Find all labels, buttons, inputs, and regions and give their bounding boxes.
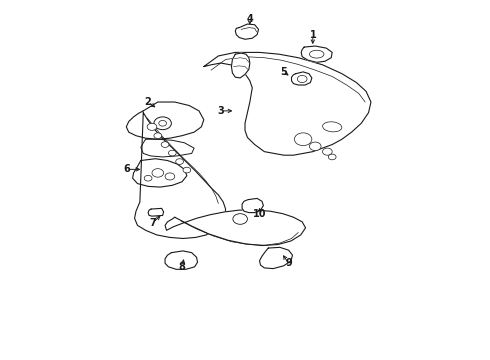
Text: 8: 8: [178, 262, 185, 272]
Polygon shape: [292, 72, 312, 85]
Text: 3: 3: [218, 106, 224, 116]
Text: 7: 7: [149, 217, 156, 228]
Polygon shape: [165, 251, 197, 269]
Ellipse shape: [309, 50, 324, 58]
Circle shape: [183, 167, 191, 173]
Polygon shape: [242, 198, 264, 213]
Circle shape: [233, 214, 247, 224]
Text: 1: 1: [310, 30, 316, 40]
Polygon shape: [165, 210, 306, 246]
Polygon shape: [135, 113, 225, 238]
Circle shape: [169, 150, 176, 156]
Circle shape: [154, 117, 172, 130]
Circle shape: [144, 175, 152, 181]
Text: 9: 9: [285, 258, 292, 268]
Circle shape: [309, 142, 321, 150]
Circle shape: [154, 133, 162, 139]
Polygon shape: [141, 139, 194, 157]
Polygon shape: [231, 53, 250, 78]
Text: 5: 5: [280, 67, 287, 77]
Circle shape: [176, 159, 183, 165]
Ellipse shape: [322, 122, 342, 132]
Polygon shape: [260, 247, 293, 269]
Polygon shape: [204, 53, 371, 155]
Circle shape: [297, 76, 307, 82]
Polygon shape: [148, 208, 164, 216]
Circle shape: [294, 133, 312, 145]
Circle shape: [159, 121, 167, 126]
Polygon shape: [126, 102, 204, 139]
Text: 4: 4: [246, 14, 253, 24]
Circle shape: [165, 173, 175, 180]
Circle shape: [147, 123, 157, 130]
Circle shape: [328, 154, 336, 160]
Text: 10: 10: [253, 209, 266, 219]
Text: 6: 6: [123, 165, 130, 174]
Circle shape: [322, 148, 332, 155]
Text: 2: 2: [145, 97, 151, 107]
Circle shape: [161, 142, 169, 147]
Polygon shape: [133, 159, 187, 187]
Polygon shape: [235, 24, 259, 39]
Circle shape: [152, 168, 164, 177]
Polygon shape: [301, 46, 332, 62]
